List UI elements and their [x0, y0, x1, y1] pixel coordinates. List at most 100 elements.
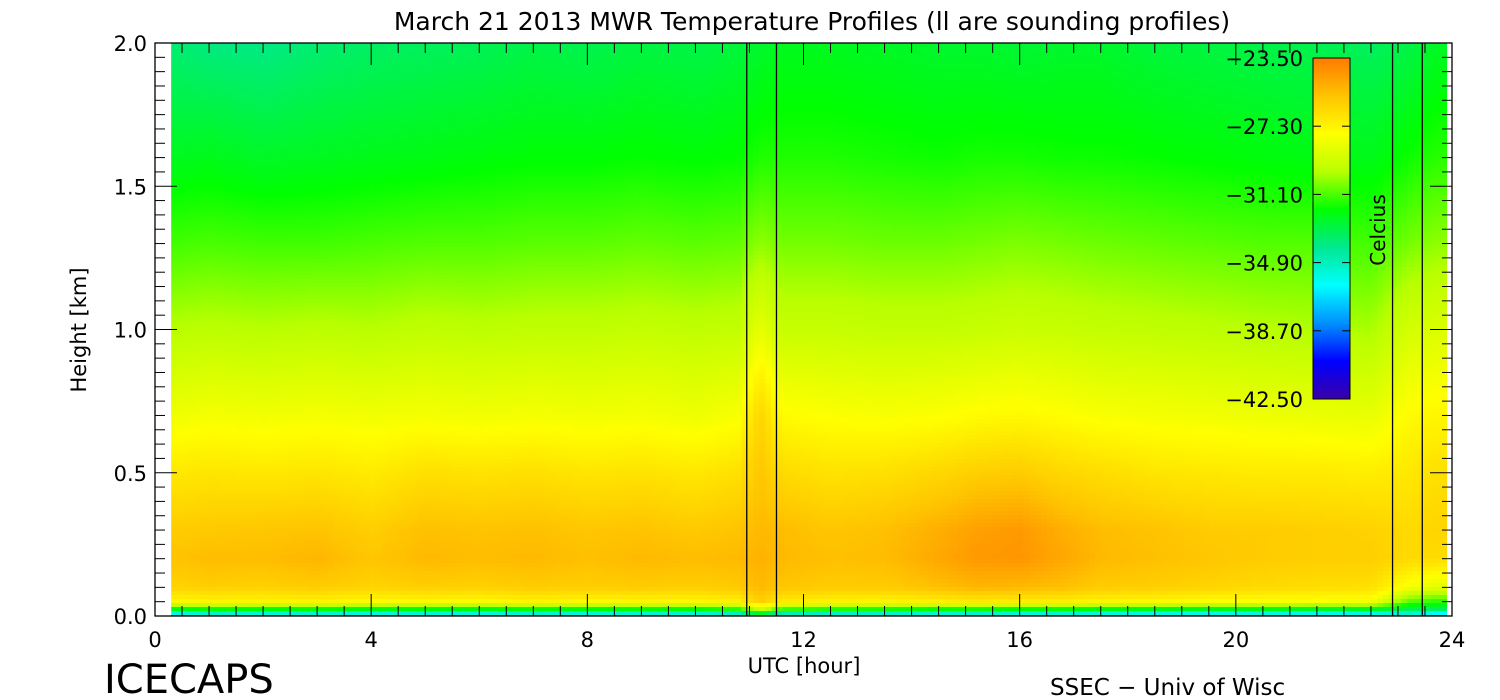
- heat-cell: [273, 587, 280, 592]
- heat-cell: [225, 595, 232, 600]
- heat-cell: [183, 599, 190, 604]
- heat-cell: [201, 51, 208, 56]
- heat-cell: [171, 151, 178, 156]
- heat-cell: [285, 127, 292, 132]
- heat-cell: [267, 523, 274, 528]
- heat-cell: [237, 375, 244, 380]
- heat-cell: [255, 51, 262, 56]
- heat-cell: [279, 315, 286, 320]
- heat-cell: [285, 355, 292, 360]
- heat-cell: [213, 179, 220, 184]
- heat-cell: [195, 507, 202, 512]
- heat-cell: [261, 59, 268, 64]
- heat-cell: [255, 587, 262, 592]
- heat-cell: [201, 155, 208, 160]
- heat-cell: [231, 483, 238, 488]
- heat-cell: [213, 519, 220, 524]
- heat-cell: [237, 159, 244, 164]
- heat-cell: [207, 143, 214, 148]
- heat-cell: [183, 475, 190, 480]
- heat-cell: [267, 263, 274, 268]
- heat-cell: [195, 511, 202, 516]
- heat-cell: [273, 335, 280, 340]
- heat-cell: [249, 275, 256, 280]
- heat-cell: [225, 423, 232, 428]
- heat-cell: [219, 599, 226, 604]
- heat-cell: [231, 67, 238, 72]
- heat-cell: [213, 67, 220, 72]
- heat-cell: [225, 395, 232, 400]
- heat-cell: [201, 219, 208, 224]
- heat-cell: [171, 323, 178, 328]
- heat-cell: [267, 51, 274, 56]
- heat-cell: [231, 579, 238, 584]
- heat-cell: [255, 383, 262, 388]
- heat-cell: [195, 139, 202, 144]
- heat-cell: [201, 423, 208, 428]
- heat-cell: [219, 143, 226, 148]
- heat-cell: [267, 195, 274, 200]
- heat-cell: [249, 55, 256, 60]
- heat-cell: [243, 315, 250, 320]
- heat-cell: [207, 439, 214, 444]
- heat-cell: [177, 259, 184, 264]
- heat-cell: [171, 543, 178, 548]
- heat-cell: [291, 331, 298, 336]
- heat-cell: [225, 235, 232, 240]
- heat-cell: [273, 443, 280, 448]
- heat-cell: [279, 523, 286, 528]
- heat-cell: [207, 339, 214, 344]
- heat-cell: [279, 487, 286, 492]
- heat-cell: [189, 67, 196, 72]
- heat-cell: [225, 563, 232, 568]
- heat-cell: [285, 111, 292, 116]
- heat-cell: [285, 455, 292, 460]
- heat-cell: [261, 535, 268, 540]
- heat-cell: [261, 411, 268, 416]
- heat-cell: [237, 411, 244, 416]
- heat-cell: [189, 55, 196, 60]
- heat-cell: [201, 271, 208, 276]
- heat-cell: [273, 99, 280, 104]
- heat-cell: [273, 171, 280, 176]
- heat-cell: [243, 455, 250, 460]
- heat-cell: [243, 519, 250, 524]
- heat-cell: [285, 567, 292, 572]
- heat-cell: [219, 611, 226, 616]
- heat-cell: [189, 127, 196, 132]
- heat-cell: [243, 219, 250, 224]
- heat-cell: [183, 479, 190, 484]
- heat-cell: [201, 43, 208, 48]
- heat-cell: [183, 331, 190, 336]
- heat-cell: [243, 407, 250, 412]
- heat-cell: [177, 79, 184, 84]
- heat-cell: [219, 223, 226, 228]
- heat-cell: [285, 571, 292, 576]
- heat-cell: [171, 235, 178, 240]
- heat-cell: [297, 67, 304, 72]
- heat-cell: [279, 419, 286, 424]
- heat-cell: [225, 535, 232, 540]
- heat-cell: [255, 499, 262, 504]
- heat-cell: [291, 375, 298, 380]
- heat-cell: [219, 523, 226, 528]
- heat-cell: [231, 187, 238, 192]
- heat-cell: [171, 331, 178, 336]
- heat-cell: [273, 279, 280, 284]
- heat-cell: [255, 279, 262, 284]
- heat-cell: [183, 431, 190, 436]
- heat-cell: [213, 599, 220, 604]
- heat-cell: [261, 603, 268, 608]
- heat-cell: [183, 203, 190, 208]
- heat-cell: [243, 559, 250, 564]
- heat-cell: [189, 583, 196, 588]
- heat-cell: [213, 351, 220, 356]
- heat-cell: [237, 459, 244, 464]
- heat-cell: [177, 375, 184, 380]
- heat-cell: [195, 359, 202, 364]
- heat-cell: [177, 443, 184, 448]
- heat-cell: [285, 451, 292, 456]
- heat-cell: [231, 303, 238, 308]
- heat-cell: [207, 283, 214, 288]
